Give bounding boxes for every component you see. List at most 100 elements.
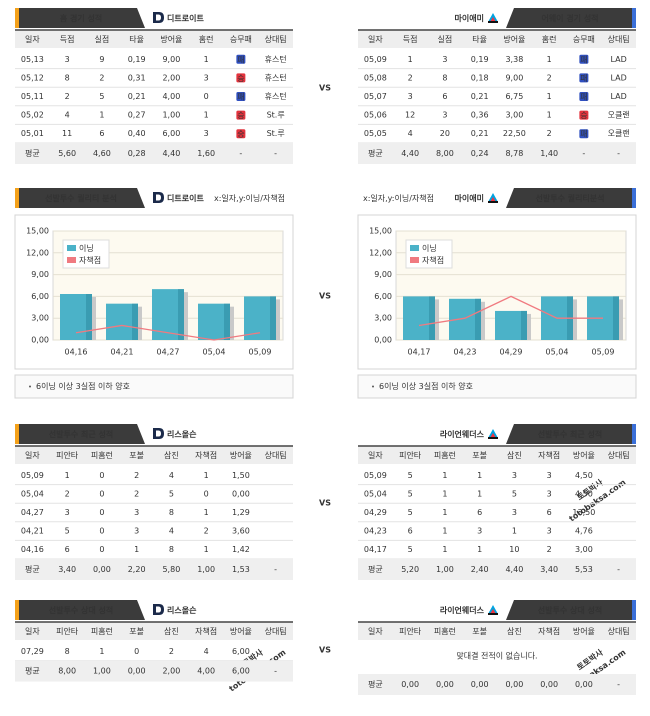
column-header: 방어율: [230, 450, 252, 460]
average-cell: 5,53: [575, 565, 593, 574]
cell: 04,29: [364, 508, 387, 517]
cell: 5: [408, 508, 413, 517]
tab-stripe: [15, 8, 19, 28]
result-label: 패: [580, 73, 587, 83]
cell: 1: [512, 527, 517, 536]
chart-note: 6이닝 이상 3실점 이하 양호: [36, 381, 130, 391]
result-icon: [579, 54, 589, 64]
cell: 5: [169, 489, 174, 498]
cell: 0,40: [128, 129, 146, 138]
average-cell: 5,60: [58, 149, 76, 158]
average-cell: 1,40: [540, 149, 558, 158]
note-bullet: [29, 385, 31, 388]
cell: 0,21: [471, 129, 489, 138]
cell: 05,01: [21, 129, 44, 138]
cell: 8: [65, 647, 70, 656]
cell: 5: [99, 92, 104, 101]
cell: 1: [547, 55, 552, 64]
result-icon: [236, 92, 246, 101]
team-logo: [488, 201, 498, 203]
cell: 1: [65, 471, 70, 480]
cell: 0: [204, 92, 209, 101]
tab: [15, 188, 145, 208]
cell: 0: [99, 545, 104, 554]
average-cell: 0,00: [575, 680, 593, 689]
cell: 1,50: [232, 471, 250, 480]
vs-label: VS: [319, 646, 331, 655]
cell: LAD: [610, 73, 626, 82]
column-header: 방어율: [503, 34, 525, 44]
team-name: 마이애미: [455, 13, 484, 23]
average-cell: 0,24: [471, 149, 489, 158]
cell: 0,21: [471, 92, 489, 101]
cell: 3: [442, 55, 447, 64]
result-label: 승: [237, 111, 244, 120]
cell: 6: [99, 129, 104, 138]
tab-stripe: [632, 424, 636, 444]
result-icon: [579, 73, 589, 83]
cell: 6: [65, 545, 70, 554]
cell: 6: [477, 508, 482, 517]
cell: 5: [65, 527, 70, 536]
column-header: 상대팀: [608, 626, 630, 636]
cell: 3: [134, 527, 139, 536]
y-tick-label: 15,00: [26, 227, 49, 236]
cell: 13,50: [572, 508, 595, 517]
team-name: 디트로이트: [167, 193, 204, 203]
column-header: 일자: [25, 35, 40, 44]
legend-label: 이닝: [422, 243, 437, 253]
bar-side: [132, 303, 138, 340]
cell: 4,76: [575, 527, 593, 536]
cell: 1,42: [232, 545, 250, 554]
column-header: 일자: [25, 451, 40, 460]
x-tick-label: 04,16: [65, 348, 88, 357]
cell: 04,27: [21, 508, 44, 517]
column-header: 일자: [368, 35, 383, 44]
tab-stripe: [15, 424, 19, 444]
team-name: 리스올슨: [167, 429, 197, 439]
tab-title: 선발투수 상대 성적: [49, 605, 113, 615]
average-cell: 평균: [25, 148, 40, 158]
cell: 2: [547, 73, 552, 82]
tab: [15, 600, 145, 620]
average-cell: 4,00: [197, 667, 215, 676]
column-header: 일자: [368, 451, 383, 460]
cell: 3: [204, 129, 209, 138]
cell: 8: [169, 508, 174, 517]
result-label: 승: [237, 74, 244, 83]
cell: 2: [99, 73, 104, 82]
cell: 3,38: [505, 55, 523, 64]
cell: 휴스턴: [265, 54, 287, 64]
y-tick-label: 6,00: [374, 292, 392, 301]
cell: 4,50: [575, 471, 593, 480]
column-header: 득점: [403, 34, 418, 44]
cell: 0: [204, 489, 209, 498]
y-tick-label: 12,00: [26, 248, 49, 257]
column-header: 일자: [368, 627, 383, 636]
table-header-bg: [358, 446, 636, 464]
team-name: 라이언웨더스: [440, 605, 485, 615]
column-header: 방어율: [230, 626, 252, 636]
cell: 1: [442, 527, 447, 536]
team-logo: [153, 604, 164, 615]
cell: 9,00: [505, 73, 523, 82]
average-cell: -: [274, 565, 277, 574]
column-header: 상대팀: [608, 34, 630, 44]
result-label: 패: [580, 129, 587, 139]
cell: 4: [169, 471, 174, 480]
tab-stripe: [632, 8, 636, 28]
column-header: 피홈런: [434, 450, 456, 460]
average-cell: 평균: [368, 148, 383, 158]
average-cell: -: [274, 667, 277, 676]
bar-side: [86, 294, 92, 340]
cell: 6,00: [162, 129, 180, 138]
tab: [506, 188, 636, 208]
cell: 1: [442, 545, 447, 554]
column-header: 상대팀: [265, 34, 287, 44]
cell: 05,12: [21, 73, 44, 82]
column-header: 홈런: [542, 34, 557, 44]
y-tick-label: 0,00: [374, 336, 392, 345]
column-header: 피홈런: [91, 450, 113, 460]
column-header: 피안타: [399, 626, 422, 636]
